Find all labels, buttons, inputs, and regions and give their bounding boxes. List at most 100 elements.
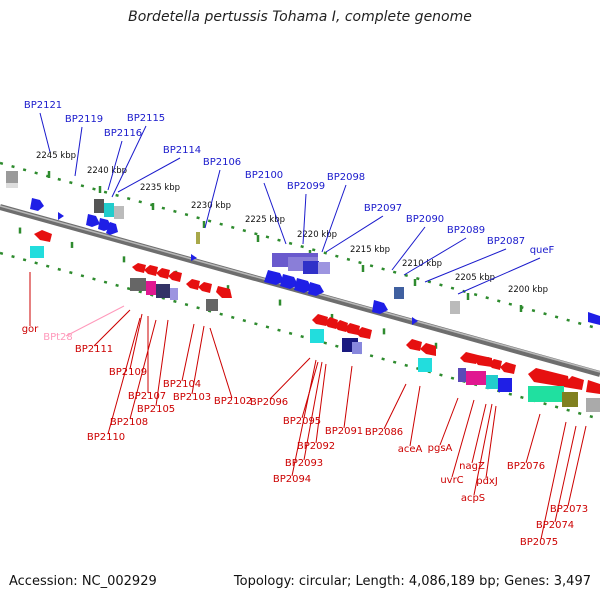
gene-arrow[interactable] <box>86 214 100 227</box>
gene-label-BP2093[interactable]: BP2093 <box>285 458 323 469</box>
gene-label-BP2075[interactable]: BP2075 <box>520 537 558 548</box>
gene-block[interactable] <box>114 206 124 219</box>
gene-label-pgsA[interactable]: pgsA <box>428 443 453 454</box>
gene-label-BP2105[interactable]: BP2105 <box>137 404 175 415</box>
gene-label-BP2104[interactable]: BP2104 <box>163 379 201 390</box>
gene-label-queF[interactable]: queF <box>530 245 555 256</box>
gene-label-BP2111[interactable]: BP2111 <box>75 344 113 355</box>
gene-block[interactable] <box>156 284 170 298</box>
gene-label-BPt28[interactable]: BPt28 <box>43 332 73 343</box>
gene-arrow[interactable] <box>566 376 584 390</box>
gene-block[interactable] <box>6 183 18 188</box>
gene-block[interactable] <box>498 378 512 392</box>
gene-label-aceA[interactable]: aceA <box>398 444 423 455</box>
gene-arrow[interactable] <box>588 312 600 325</box>
gene-label-BP2102[interactable]: BP2102 <box>214 396 252 407</box>
gene-block[interactable] <box>528 386 564 402</box>
gene-arrow[interactable] <box>168 271 182 282</box>
gene-arrow[interactable] <box>132 263 146 273</box>
gene-label-BP2106[interactable]: BP2106 <box>203 157 241 168</box>
gene-label-BP2116[interactable]: BP2116 <box>104 128 142 139</box>
gene-label-BP2119[interactable]: BP2119 <box>65 114 103 125</box>
gene-label-BP2089[interactable]: BP2089 <box>447 225 485 236</box>
gene-arrow[interactable] <box>528 368 570 388</box>
gene-block[interactable] <box>318 262 330 274</box>
gene-block[interactable] <box>30 246 44 258</box>
gene-label-BP2094[interactable]: BP2094 <box>273 474 311 485</box>
gene-block[interactable] <box>466 371 486 385</box>
gene-arrow[interactable] <box>488 359 502 370</box>
gene-label-gor[interactable]: gor <box>22 324 39 335</box>
gene-arrow[interactable] <box>264 270 284 285</box>
gene-arrow[interactable] <box>406 339 422 351</box>
gene-block[interactable] <box>458 368 466 382</box>
gene-arrow[interactable] <box>30 198 44 211</box>
gene-block[interactable] <box>394 287 404 299</box>
gene-label-BP2086[interactable]: BP2086 <box>365 427 403 438</box>
gene-label-BP2115[interactable]: BP2115 <box>127 113 165 124</box>
gene-arrow[interactable] <box>156 268 170 279</box>
gene-arrow[interactable] <box>106 222 118 235</box>
gene-arrow[interactable] <box>294 278 312 293</box>
gene-block[interactable] <box>352 342 362 354</box>
gene-arrow[interactable] <box>420 343 436 356</box>
gene-arrow[interactable] <box>344 323 360 335</box>
gene-label-BP2114[interactable]: BP2114 <box>163 145 201 156</box>
gene-label-pdxJ[interactable]: pdxJ <box>476 476 498 487</box>
gene-block[interactable] <box>562 392 578 407</box>
gene-block[interactable] <box>586 398 600 412</box>
gene-label-uvrC[interactable]: uvrC <box>440 475 463 486</box>
gene-label-BP2098[interactable]: BP2098 <box>327 172 365 183</box>
gene-arrow[interactable] <box>586 380 600 394</box>
gene-block[interactable] <box>146 281 156 295</box>
gene-block[interactable] <box>206 299 218 311</box>
gene-arrow[interactable] <box>216 286 232 298</box>
gene-block[interactable] <box>486 375 498 389</box>
gene-arrow[interactable] <box>500 362 516 374</box>
gene-arrow[interactable] <box>308 282 324 296</box>
gene-arrow[interactable] <box>372 300 388 314</box>
gene-label-BP2103[interactable]: BP2103 <box>173 392 211 403</box>
gene-label-BP2095[interactable]: BP2095 <box>283 416 321 427</box>
gene-block[interactable] <box>310 329 324 343</box>
gene-label-BP2109[interactable]: BP2109 <box>109 367 147 378</box>
gene-arrow[interactable] <box>34 230 52 242</box>
gene-arrow[interactable] <box>191 254 197 261</box>
gene-block[interactable] <box>6 171 18 183</box>
gene-arrow[interactable] <box>412 317 418 325</box>
gene-block[interactable] <box>196 232 200 244</box>
gene-arrow[interactable] <box>474 355 492 367</box>
gene-label-acpS[interactable]: acpS <box>461 493 485 504</box>
gene-label-BP2074[interactable]: BP2074 <box>536 520 574 531</box>
gene-arrow[interactable] <box>186 279 200 290</box>
gene-label-BP2110[interactable]: BP2110 <box>87 432 125 443</box>
gene-block[interactable] <box>450 301 460 314</box>
gene-label-BP2121[interactable]: BP2121 <box>24 100 62 111</box>
gene-label-BP2097[interactable]: BP2097 <box>364 203 402 214</box>
gene-label-BP2108[interactable]: BP2108 <box>110 417 148 428</box>
gene-block[interactable] <box>94 199 104 213</box>
gene-arrow[interactable] <box>198 282 212 293</box>
gene-label-BP2107[interactable]: BP2107 <box>128 391 166 402</box>
gene-block[interactable] <box>418 358 432 372</box>
gene-arrow[interactable] <box>58 212 64 220</box>
leader-line <box>303 361 323 461</box>
gene-label-nagZ[interactable]: nagZ <box>459 461 485 472</box>
gene-block[interactable] <box>303 261 319 274</box>
gene-label-BP2073[interactable]: BP2073 <box>550 504 588 515</box>
gene-label-BP2091[interactable]: BP2091 <box>325 426 363 437</box>
gene-block[interactable] <box>104 203 114 217</box>
gene-block[interactable] <box>130 278 146 291</box>
gene-label-BP2092[interactable]: BP2092 <box>297 441 335 452</box>
gene-arrow[interactable] <box>280 274 298 289</box>
gene-arrow[interactable] <box>144 265 158 276</box>
gene-arrow[interactable] <box>460 352 478 364</box>
gene-label-BP2090[interactable]: BP2090 <box>406 214 444 225</box>
gene-label-BP2100[interactable]: BP2100 <box>245 170 283 181</box>
gene-label-BP2076[interactable]: BP2076 <box>507 461 545 472</box>
gene-arrow[interactable] <box>356 327 372 339</box>
gene-label-BP2087[interactable]: BP2087 <box>487 236 525 247</box>
gene-label-BP2096[interactable]: BP2096 <box>250 397 288 408</box>
gene-label-BP2099[interactable]: BP2099 <box>287 181 325 192</box>
gene-block[interactable] <box>170 288 178 300</box>
